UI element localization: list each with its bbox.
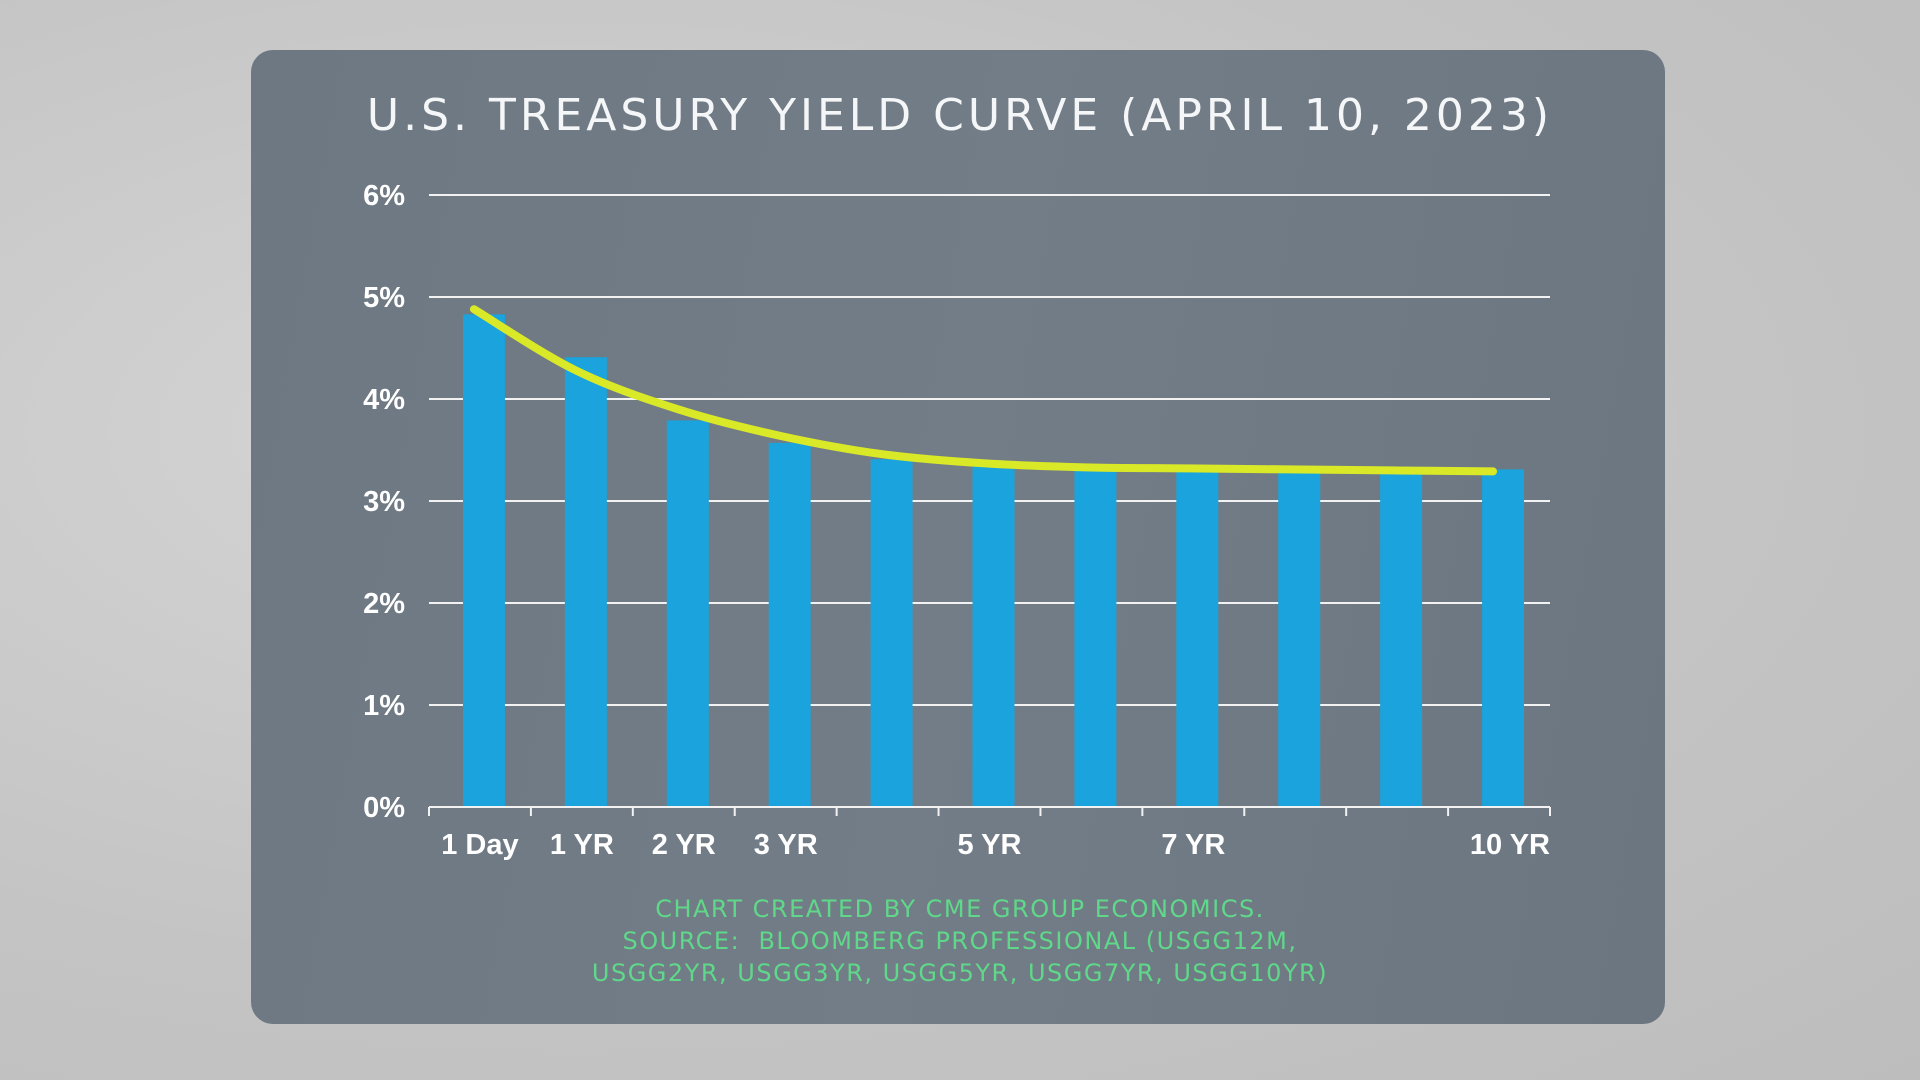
y-tick-label: 5%	[363, 282, 405, 314]
bar	[1278, 470, 1321, 807]
footer-line-tickers: USGG2YR, USGG3YR, USGG5YR, USGG7YR, USGG…	[591, 959, 1329, 987]
x-tick-label: 10 YR	[1470, 829, 1550, 861]
bar	[1176, 470, 1219, 807]
bar	[666, 420, 709, 807]
chart-title: U.S. TREASURY YIELD CURVE (APRIL 10, 202…	[366, 90, 1554, 141]
bar	[462, 314, 505, 807]
x-tick-label: 1 Day	[441, 829, 518, 861]
bar	[870, 459, 913, 807]
y-tick-label: 2%	[363, 588, 405, 620]
bar	[1380, 470, 1423, 807]
y-tick-label: 3%	[363, 486, 405, 518]
bar	[564, 357, 607, 807]
x-tick-label: 3 YR	[754, 829, 818, 861]
y-tick-label: 6%	[363, 180, 405, 212]
x-tick-label: 5 YR	[958, 829, 1022, 861]
footer-line-source: SOURCE: BLOOMBERG PROFESSIONAL (USGG12M,	[622, 927, 1298, 955]
bar	[768, 442, 811, 807]
x-tick-label: 7 YR	[1161, 829, 1225, 861]
y-tick-label: 0%	[363, 792, 405, 824]
footer-line-credit: CHART CREATED BY CME GROUP ECONOMICS.	[655, 895, 1265, 923]
chart-footer: CHART CREATED BY CME GROUP ECONOMICS. SO…	[0, 893, 1920, 989]
x-tick-label: 2 YR	[652, 829, 716, 861]
bar	[1074, 469, 1117, 807]
bar	[1482, 469, 1525, 807]
y-tick-label: 4%	[363, 384, 405, 416]
bar	[972, 466, 1015, 807]
x-tick-label: 1 YR	[550, 829, 614, 861]
trend-line	[469, 305, 1498, 476]
y-tick-label: 1%	[363, 690, 405, 722]
